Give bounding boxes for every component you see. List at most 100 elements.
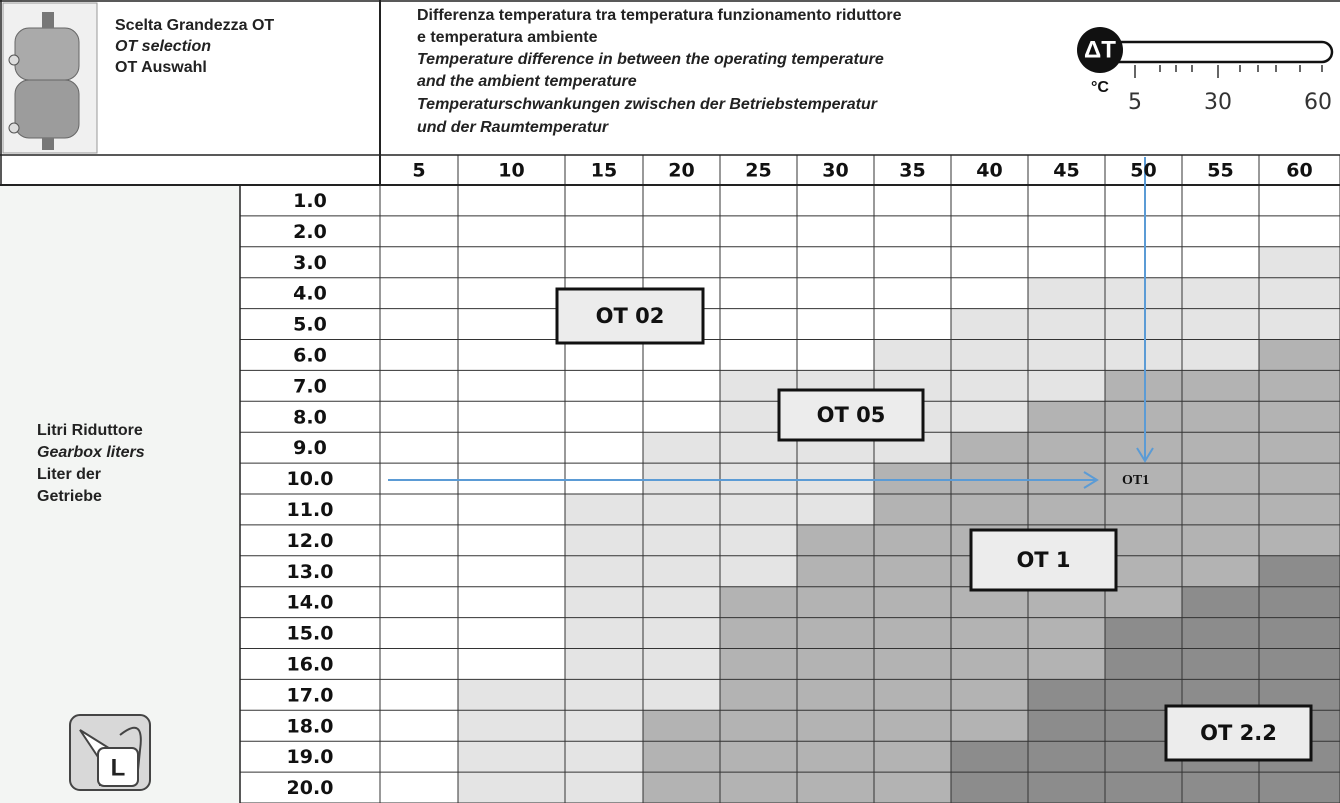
column-label: 5: [412, 160, 425, 182]
cell: [874, 710, 951, 741]
cell: [380, 216, 458, 247]
cell: [797, 185, 874, 216]
row-header: Litri Riduttore: [37, 422, 143, 439]
cell: [643, 185, 720, 216]
cell: [797, 278, 874, 309]
row-label: 16.0: [287, 653, 334, 675]
cell: [458, 432, 565, 463]
cell: [1182, 401, 1259, 432]
zone-label: OT 2.2: [1200, 721, 1277, 745]
cell: [565, 525, 643, 556]
cell: [1259, 649, 1340, 680]
cell: [565, 587, 643, 618]
cell: [643, 463, 720, 494]
cell: [874, 772, 951, 803]
zone-label: OT 1: [1016, 548, 1070, 572]
cell: [1182, 556, 1259, 587]
cell: [951, 463, 1028, 494]
cell: [458, 649, 565, 680]
cell: [565, 741, 643, 772]
title-en: OT selection: [115, 38, 211, 55]
delta-symbol: ΔT: [1084, 36, 1116, 63]
cell: [565, 185, 643, 216]
cell: [1028, 710, 1105, 741]
cell: [1182, 370, 1259, 401]
cell: [565, 401, 643, 432]
cell: [458, 525, 565, 556]
cell: [380, 370, 458, 401]
scale-label: 60: [1304, 90, 1332, 115]
cell: [951, 216, 1028, 247]
cell: [1182, 340, 1259, 371]
row-header: Liter der: [37, 466, 101, 483]
cell: [1028, 649, 1105, 680]
row-label: 8.0: [293, 406, 327, 428]
cell: [951, 618, 1028, 649]
cell: [797, 741, 874, 772]
cell: [1105, 185, 1182, 216]
cell: [565, 772, 643, 803]
cell: [1028, 401, 1105, 432]
cell: [458, 494, 565, 525]
cell: [643, 216, 720, 247]
cell: [720, 772, 797, 803]
cell: [874, 340, 951, 371]
cell: [720, 185, 797, 216]
cell: [1259, 278, 1340, 309]
cell: [458, 401, 565, 432]
cell: [951, 772, 1028, 803]
cell: [797, 679, 874, 710]
cell: [720, 741, 797, 772]
cell: [565, 679, 643, 710]
cell: [720, 710, 797, 741]
example-label: OT1: [1122, 473, 1149, 488]
row-header: Gearbox liters: [37, 444, 145, 461]
cell: [458, 710, 565, 741]
cell: [1028, 216, 1105, 247]
cell: [458, 247, 565, 278]
cell: [565, 463, 643, 494]
cell: [951, 401, 1028, 432]
cell: [1028, 432, 1105, 463]
cell: [643, 679, 720, 710]
cell: [458, 741, 565, 772]
cell: [1259, 556, 1340, 587]
cell: [565, 649, 643, 680]
cell: [380, 494, 458, 525]
cell: [720, 340, 797, 371]
row-label: 3.0: [293, 252, 327, 274]
cell: [565, 432, 643, 463]
description: and the ambient temperature: [417, 73, 637, 90]
cell: [1259, 401, 1340, 432]
cell: [720, 587, 797, 618]
cell: [1259, 370, 1340, 401]
cell: [1259, 247, 1340, 278]
cell: [458, 679, 565, 710]
scale-label: 5: [1128, 90, 1142, 115]
cell: [380, 401, 458, 432]
cell: [643, 710, 720, 741]
zone-label: OT 02: [596, 304, 665, 328]
cell: [1182, 772, 1259, 803]
cell: [951, 432, 1028, 463]
cell: [720, 463, 797, 494]
cell: [951, 247, 1028, 278]
cell: [458, 309, 565, 340]
cell: [643, 741, 720, 772]
cell: [874, 741, 951, 772]
cell: [951, 679, 1028, 710]
cell: [1105, 247, 1182, 278]
cell: [1028, 309, 1105, 340]
cell: [1028, 772, 1105, 803]
cell: [874, 679, 951, 710]
scale-label: 30: [1204, 90, 1232, 115]
cell: [874, 278, 951, 309]
cell: [797, 772, 874, 803]
cell: [1028, 679, 1105, 710]
cell: [643, 494, 720, 525]
description: Temperaturschwankungen zwischen der Betr…: [417, 96, 878, 113]
cell: [458, 463, 565, 494]
cell: [380, 741, 458, 772]
tank-icon: [3, 3, 97, 153]
cell: [643, 370, 720, 401]
